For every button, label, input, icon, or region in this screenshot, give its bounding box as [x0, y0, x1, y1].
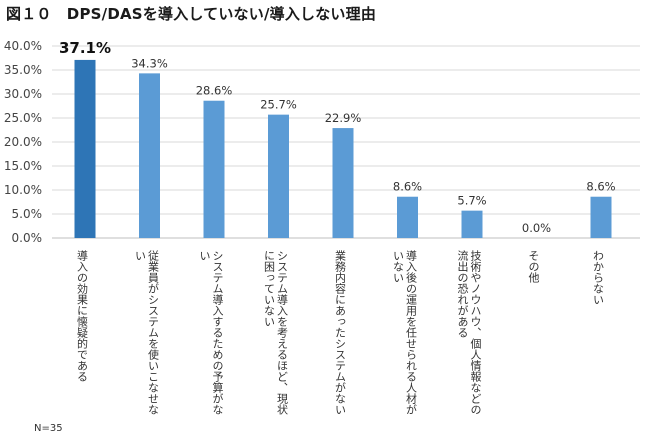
- data-label: 8.6%: [586, 180, 615, 194]
- y-tick-label: 30.0%: [4, 87, 42, 101]
- x-category-label: 業務内容にあったシステムがない: [334, 250, 347, 415]
- y-tick-label: 25.0%: [4, 111, 42, 125]
- x-category-label: いない: [392, 250, 405, 283]
- y-tick-label: 35.0%: [4, 63, 42, 77]
- x-category-label: わからない: [592, 250, 605, 305]
- x-category-label: 導入の効果に懐疑的である: [76, 249, 89, 382]
- y-tick-label: 10.0%: [4, 183, 42, 197]
- bar: [397, 196, 418, 238]
- chart-title: 図１０ DPS/DASを導入していない/導入しない理由: [6, 5, 377, 23]
- x-category-label: 流出の恐れがある: [456, 249, 469, 338]
- data-label: 0.0%: [522, 221, 551, 235]
- y-tick-label: 15.0%: [4, 159, 42, 173]
- x-category-label: 従業員がシステムを使いこなせな: [147, 250, 160, 415]
- data-label: 8.6%: [393, 180, 422, 194]
- x-category-label: システム導入するための予算がな: [211, 250, 224, 415]
- bar: [461, 210, 483, 238]
- data-label: 25.7%: [260, 98, 297, 112]
- y-tick-label: 5.0%: [12, 207, 43, 221]
- sample-size-note: N=35: [34, 423, 63, 434]
- data-label: 34.3%: [131, 56, 168, 70]
- x-category-label: い: [134, 250, 147, 261]
- data-label: 5.7%: [457, 194, 486, 208]
- bar: [268, 114, 289, 238]
- x-category-label: に困っていない: [263, 250, 276, 327]
- x-category-label: その他: [527, 250, 540, 283]
- bar: [139, 73, 160, 238]
- data-label: 37.1%: [59, 39, 111, 57]
- y-tick-label: 0.0%: [12, 231, 43, 245]
- x-category-label: 技術やノウハウ、個人情報などの: [469, 250, 482, 415]
- y-tick-label: 40.0%: [4, 39, 42, 53]
- bar: [203, 100, 225, 238]
- x-category-label: い: [198, 250, 211, 261]
- y-tick-label: 20.0%: [4, 135, 42, 149]
- bar: [74, 59, 96, 238]
- data-label: 28.6%: [196, 84, 233, 98]
- data-label: 22.9%: [325, 111, 362, 125]
- x-category-label: システム導入を考えるほど、現状: [276, 250, 289, 415]
- bar: [590, 196, 612, 238]
- bar: [332, 128, 354, 238]
- x-category-label: 導入後の運用を任せられる人材が: [405, 249, 418, 415]
